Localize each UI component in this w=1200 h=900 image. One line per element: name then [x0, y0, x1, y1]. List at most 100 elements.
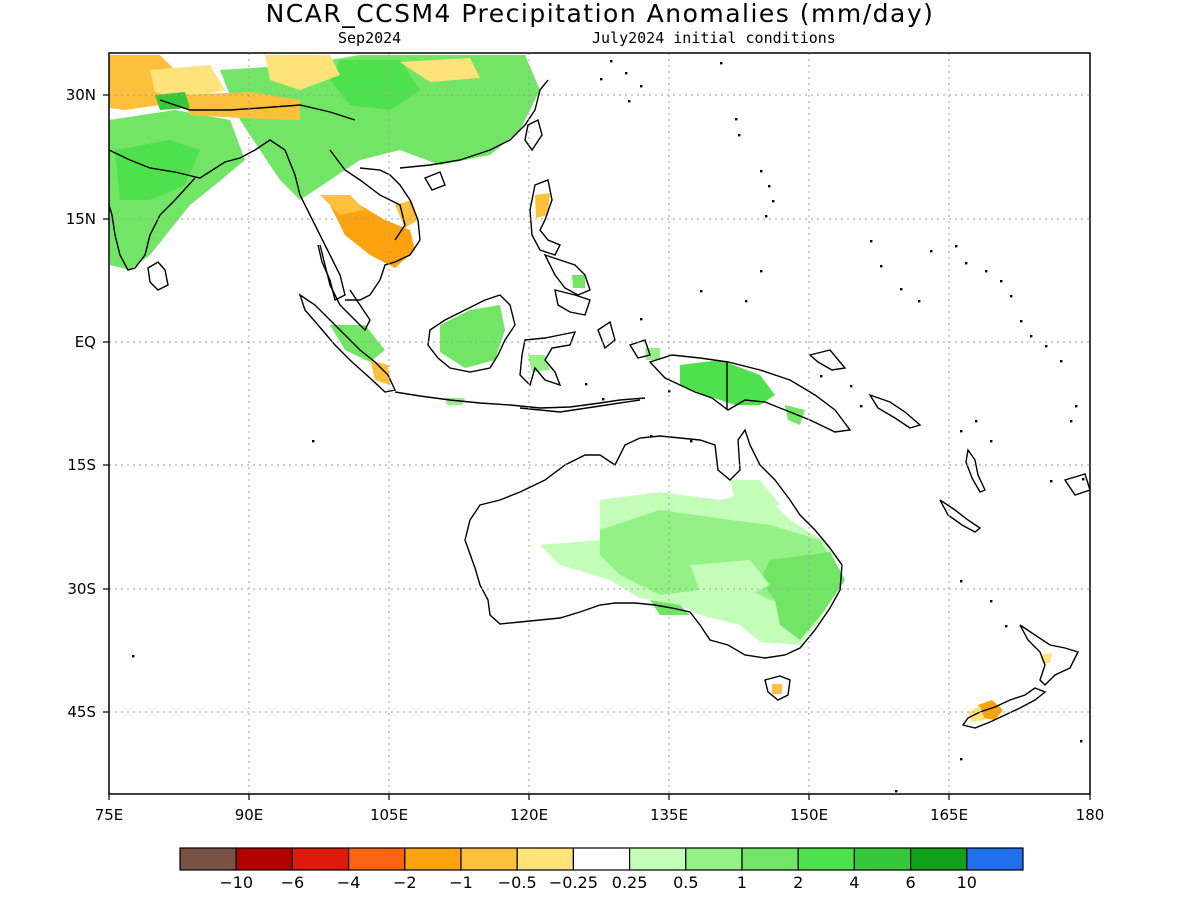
- island-dot: [628, 100, 631, 103]
- lon-label: 180: [1076, 806, 1105, 824]
- island-dot: [600, 78, 603, 81]
- island-dot: [1045, 345, 1048, 348]
- island-dot: [860, 405, 863, 408]
- coast-new-britain: [808, 349, 847, 371]
- shade-north-dry: [265, 55, 340, 90]
- coast-java: [394, 391, 646, 409]
- island-dot: [1082, 478, 1085, 481]
- coast-taiwan: [524, 118, 543, 152]
- island-dot: [738, 134, 741, 137]
- shade-halmahera-wet: [645, 348, 660, 360]
- island-dot: [820, 375, 823, 378]
- coast-solomons: [868, 393, 922, 429]
- island-dot: [1075, 405, 1078, 408]
- colorbar-swatch: [291, 847, 350, 871]
- colorbar-swatch: [179, 847, 237, 871]
- colorbar-swatch: [516, 847, 575, 871]
- colorbar-label: 1: [737, 873, 747, 892]
- shade-nw-dry-light: [150, 65, 225, 100]
- shade-mindanao-wet: [572, 275, 585, 288]
- island-dot: [700, 290, 703, 293]
- island-dot: [930, 250, 933, 253]
- border-indochina: [329, 149, 406, 241]
- island-dot: [625, 72, 628, 75]
- shade-aus-center-light: [690, 560, 770, 600]
- colorbar-swatch: [741, 847, 799, 871]
- colorbar-swatch: [853, 847, 912, 871]
- colorbar-label: −0.25: [549, 873, 598, 892]
- colorbar: [179, 847, 1024, 871]
- island-dot: [650, 435, 653, 438]
- island-dot: [900, 288, 903, 291]
- island-dot: [1020, 320, 1023, 323]
- lat-label: 45S: [67, 703, 96, 721]
- island-dot: [960, 430, 963, 433]
- colorbar-swatch: [348, 847, 406, 871]
- anomaly-shading: [109, 55, 1052, 722]
- lat-label: EQ: [75, 333, 96, 351]
- colorbar-label: −1: [449, 873, 473, 892]
- small-islands: [132, 60, 1085, 793]
- shade-luzon-dry: [535, 193, 550, 218]
- lon-label: 150E: [790, 806, 828, 824]
- colorbar-swatch: [909, 847, 968, 871]
- island-dot: [1000, 280, 1003, 283]
- island-dot: [960, 758, 963, 761]
- plot-frame: [108, 52, 1091, 795]
- shade-aus-ne-light: [730, 480, 780, 510]
- graticule: [109, 53, 1090, 794]
- map-title: NCAR_CCSM4 Precipitation Anomalies (mm/d…: [265, 0, 935, 28]
- shade-png-east-wet: [785, 405, 805, 425]
- longitude-labels: 75E 90E 105E 120E 135E 150E 165E 180: [95, 794, 1105, 824]
- shade-aus-east-wet: [760, 552, 845, 640]
- island-dot: [1010, 295, 1013, 298]
- island-dot: [312, 440, 315, 443]
- lat-label: 15N: [66, 210, 96, 228]
- island-dot: [768, 185, 771, 188]
- island-dot: [765, 215, 768, 218]
- island-dot: [990, 440, 993, 443]
- island-dot: [602, 398, 605, 401]
- colorbar-label: 10: [957, 873, 977, 892]
- coast-borneo: [427, 294, 516, 373]
- island-dot: [975, 420, 978, 423]
- island-dot: [1030, 335, 1033, 338]
- island-dot: [760, 170, 763, 173]
- colorbar-swatch: [797, 847, 856, 871]
- coast-srilanka: [147, 261, 169, 291]
- shade-central-dark: [155, 92, 190, 110]
- coast-fiji: [1063, 473, 1090, 496]
- lon-label: 120E: [510, 806, 548, 824]
- island-dot: [735, 118, 738, 121]
- lon-label: 135E: [650, 806, 688, 824]
- coast-new-guinea: [648, 354, 852, 433]
- coast-malay: [319, 244, 371, 332]
- island-dot: [850, 385, 853, 388]
- island-dot: [1070, 420, 1073, 423]
- island-dot: [1050, 480, 1053, 483]
- plot-area: [109, 53, 1090, 794]
- colorbar-label: −0.5: [498, 873, 537, 892]
- coast-tasmania: [764, 675, 791, 701]
- shade-himalaya-dry: [180, 92, 300, 120]
- island-dot: [955, 245, 958, 248]
- colorbar-label: −10: [219, 873, 253, 892]
- lat-label: 30N: [66, 86, 96, 104]
- colorbar-label: 6: [906, 873, 916, 892]
- island-dot: [1080, 740, 1083, 743]
- island-dot: [880, 265, 883, 268]
- colorbar-swatch: [966, 847, 1024, 871]
- island-dot: [990, 600, 993, 603]
- shade-borneo-wet: [440, 305, 505, 368]
- colorbar-label: 0.5: [673, 873, 698, 892]
- colorbar-swatch: [572, 847, 631, 871]
- island-dot: [745, 300, 748, 303]
- shade-sulawesi-wet: [528, 355, 550, 372]
- coast-sumatra: [298, 293, 397, 393]
- island-dot: [640, 85, 643, 88]
- shade-sumatra-dry: [370, 360, 390, 385]
- island-dot: [870, 240, 873, 243]
- island-dot: [720, 62, 723, 65]
- lon-label: 75E: [95, 806, 124, 824]
- colorbar-label: −4: [337, 873, 361, 892]
